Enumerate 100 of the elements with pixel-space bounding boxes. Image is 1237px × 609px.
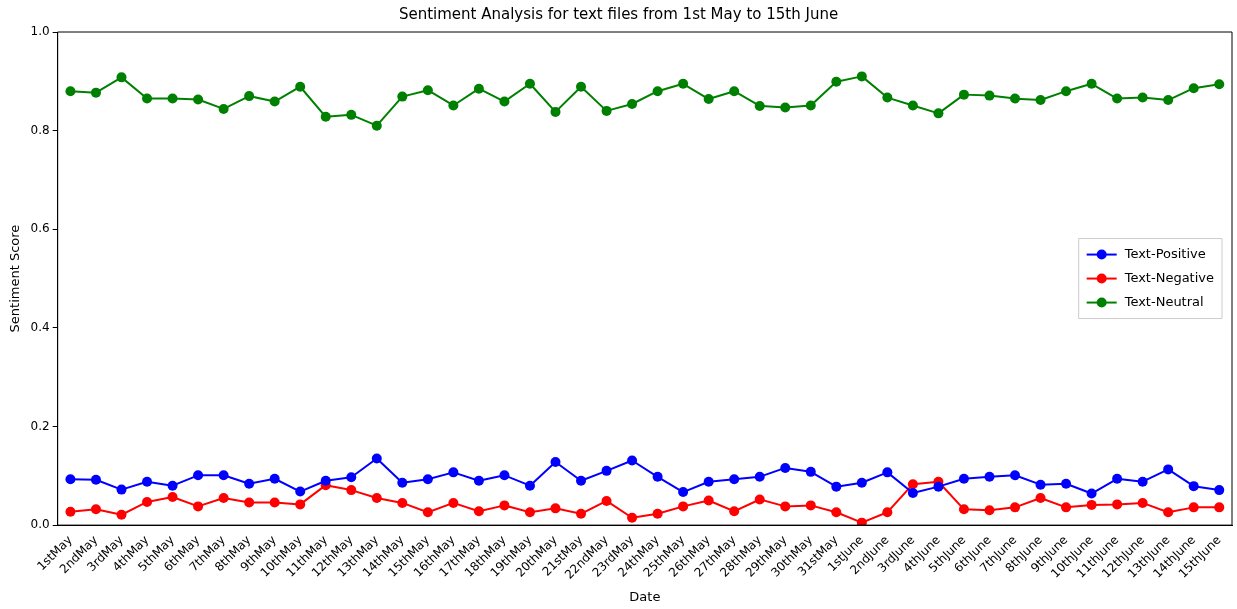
point [320,475,331,486]
point [116,72,127,83]
point [167,93,178,104]
point [397,497,408,508]
legend-label: Text-Negative [1123,269,1214,285]
point [193,501,204,512]
point [346,472,357,483]
y-axis-title: Sentiment Score [7,224,23,333]
point [652,471,663,482]
point [754,494,765,505]
point [576,508,587,519]
point [499,470,510,481]
point [524,480,535,491]
point [984,471,995,482]
point [371,453,382,464]
point [1086,78,1097,89]
point [1163,507,1174,518]
point [729,86,740,97]
point [397,91,408,102]
point [907,100,918,111]
point [1112,499,1123,510]
point [193,94,204,105]
point [576,475,587,486]
point [729,506,740,517]
point [295,81,306,92]
point [1137,92,1148,103]
point [1010,93,1021,104]
point [805,100,816,111]
point [856,71,867,82]
point [90,87,101,98]
point [882,467,893,478]
point [627,99,638,109]
point [984,505,995,516]
legend-label: Text-Positive [1123,245,1206,261]
point [422,85,433,96]
point [703,94,714,105]
point [678,78,689,89]
point [1214,502,1225,513]
point [90,504,101,515]
point [473,83,484,94]
point [601,495,612,506]
point [652,508,663,519]
y-tick-label: 0.8 [30,122,50,137]
point [1163,95,1174,106]
point [524,507,535,518]
point [1112,473,1123,484]
point [882,92,893,103]
point [882,507,893,518]
point [1010,502,1021,513]
point [1086,488,1097,499]
point [167,480,178,491]
point [1061,502,1072,513]
point [958,89,969,100]
point [65,86,76,97]
point [550,106,561,117]
point [780,102,791,113]
point [805,466,816,477]
point [473,475,484,486]
point [601,105,612,116]
point [218,470,229,481]
point [1086,499,1097,510]
point [269,96,280,107]
point [703,495,714,506]
point [831,481,842,492]
point [448,100,459,111]
point [295,499,306,510]
point [1010,470,1021,481]
point [1035,492,1046,503]
point [958,504,969,515]
point [448,467,459,478]
point [244,478,255,489]
point [473,506,484,517]
point [601,465,612,476]
point [627,455,638,466]
point [754,100,765,111]
point [1137,476,1148,487]
point [499,500,510,511]
point [65,506,76,517]
point [1061,86,1072,97]
point [142,93,153,104]
point [1188,83,1199,94]
point [652,86,663,97]
point [907,488,918,499]
legend-label: Text-Neutral [1123,293,1204,309]
point [371,120,382,131]
point [90,474,101,485]
point [958,473,969,484]
point [729,474,740,485]
point [499,96,510,107]
point [678,501,689,512]
y-tick-label: 0.4 [30,319,50,334]
point [142,476,153,487]
point [116,509,127,520]
point [1163,464,1174,475]
point [371,492,382,503]
point [933,481,944,492]
point [933,108,944,119]
point [269,473,280,484]
point [346,109,357,120]
point [397,477,408,488]
